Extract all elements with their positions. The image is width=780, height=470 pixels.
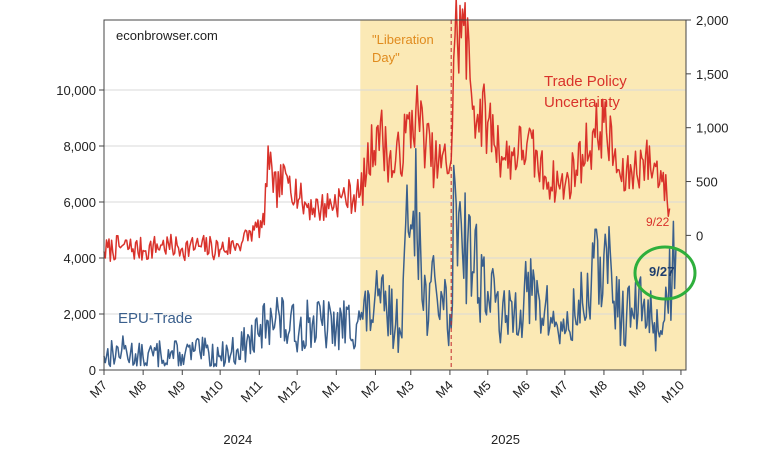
year-label: 2025 xyxy=(491,432,520,447)
left-tick-label: 0 xyxy=(89,363,96,378)
x-tick-label: M10 xyxy=(198,378,226,406)
epu-series-label: EPU-Trade xyxy=(118,310,192,327)
x-tick-label: M1 xyxy=(319,378,342,401)
annotations: econbrowser.com "Liberation Day" Trade Po… xyxy=(116,28,697,327)
highlight-circle xyxy=(633,245,697,301)
tpu-series-line xyxy=(103,0,671,262)
x-tick-label: M8 xyxy=(126,378,149,401)
right-tick-label: 500 xyxy=(696,175,718,190)
x-tick-label: M11 xyxy=(238,378,266,406)
year-label: 2024 xyxy=(223,432,252,447)
left-tick-label: 8,000 xyxy=(63,139,96,154)
series-lines xyxy=(103,0,677,370)
tpu-end-label: 9/22 xyxy=(646,215,670,229)
left-axis: 0 2,000 4,000 6,000 8,000 10,000 xyxy=(56,83,104,378)
x-tick-label: M2 xyxy=(358,378,381,401)
x-tick-label: M9 xyxy=(626,378,649,401)
right-tick-label: 1,500 xyxy=(696,67,729,82)
x-tick-label: M8 xyxy=(587,378,610,401)
x-axis: M7 M8 M9 M10 M11 M12 M1 M2 M3 M4 M5 M6 M7 M8 M9 M10 2024… xyxy=(87,370,687,447)
x-tick-label: M6 xyxy=(510,378,533,401)
left-tick-label: 6,000 xyxy=(63,195,96,210)
tpu-series-label: Trade Policy Uncertainty xyxy=(544,73,627,111)
left-tick-label: 4,000 xyxy=(63,251,96,266)
right-tick-label: 1,000 xyxy=(696,121,729,136)
x-tick-label: M5 xyxy=(471,378,494,401)
right-tick-label: 0 xyxy=(696,228,703,243)
tpu-series-label-line: Uncertainty xyxy=(544,94,620,111)
x-tick-label: M7 xyxy=(87,378,110,401)
x-tick-label: M9 xyxy=(165,378,188,401)
event-label-line: Day" xyxy=(372,50,400,65)
left-tick-label: 2,000 xyxy=(63,307,96,322)
plot-frame xyxy=(103,19,687,371)
x-tick-label: M12 xyxy=(275,378,303,406)
tpu-series-label-line: Trade Policy xyxy=(544,73,627,90)
epu-end-label: 9/27 xyxy=(649,264,674,279)
x-tick-label: M7 xyxy=(548,378,571,401)
x-tick-label: M4 xyxy=(433,378,456,401)
right-tick-label: 2,000 xyxy=(696,13,729,28)
event-label-line: "Liberation xyxy=(372,32,434,47)
source-label: econbrowser.com xyxy=(116,28,218,43)
left-tick-label: 10,000 xyxy=(56,83,96,98)
epu-series-line xyxy=(103,148,677,368)
right-axis: 0 500 1,000 1,500 2,000 xyxy=(686,13,729,243)
x-tick-label: M10 xyxy=(659,378,687,406)
x-tick-label: M3 xyxy=(394,378,417,401)
event-label: "Liberation Day" xyxy=(372,32,434,65)
